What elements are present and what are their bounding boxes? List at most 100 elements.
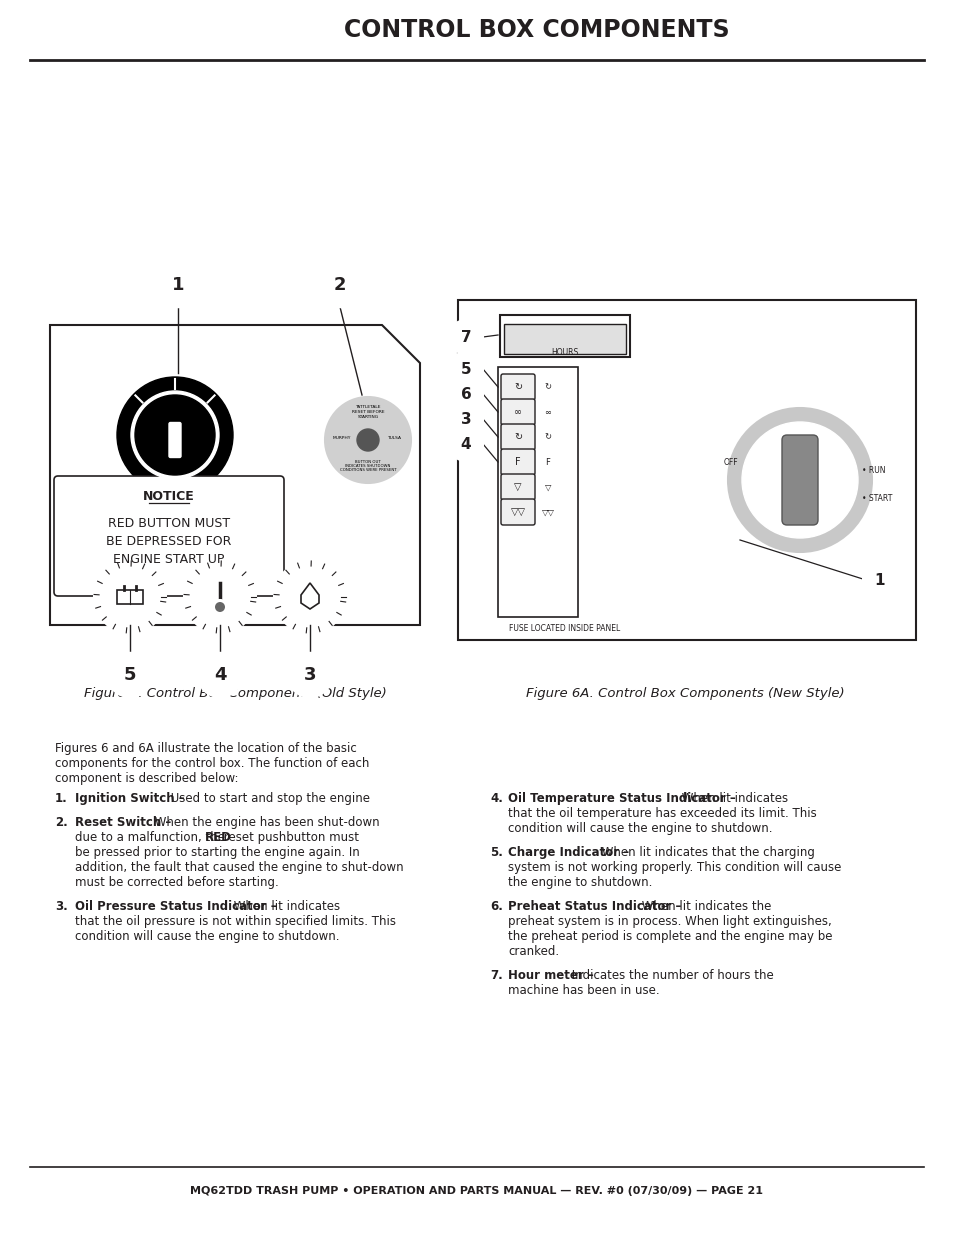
Text: 5.: 5. bbox=[490, 846, 502, 860]
Circle shape bbox=[449, 320, 482, 354]
Circle shape bbox=[131, 391, 219, 479]
Text: ▽▽: ▽▽ bbox=[510, 508, 525, 517]
Text: ↻: ↻ bbox=[544, 383, 551, 391]
Text: When the engine has been shut-down: When the engine has been shut-down bbox=[151, 816, 379, 829]
Circle shape bbox=[184, 561, 255, 634]
Circle shape bbox=[449, 427, 482, 461]
Circle shape bbox=[198, 653, 242, 697]
Text: component is described below:: component is described below: bbox=[55, 772, 238, 785]
Text: 1: 1 bbox=[172, 275, 184, 294]
Text: Indicates the number of hours the: Indicates the number of hours the bbox=[567, 969, 773, 982]
FancyBboxPatch shape bbox=[497, 367, 578, 618]
Text: the preheat period is complete and the engine may be: the preheat period is complete and the e… bbox=[507, 930, 832, 944]
Text: BUTTON OUT
INDICATES SHUTDOWN
CONDITIONS WERE PRESENT: BUTTON OUT INDICATES SHUTDOWN CONDITIONS… bbox=[339, 459, 395, 472]
Text: cranked.: cranked. bbox=[507, 945, 558, 958]
Circle shape bbox=[449, 377, 482, 411]
FancyBboxPatch shape bbox=[503, 324, 625, 354]
Text: Oil Pressure Status Indicator –: Oil Pressure Status Indicator – bbox=[75, 900, 276, 913]
FancyBboxPatch shape bbox=[500, 499, 535, 525]
Text: Ignition Switch –: Ignition Switch – bbox=[75, 792, 185, 805]
Text: Figures 6 and 6A illustrate the location of the basic: Figures 6 and 6A illustrate the location… bbox=[55, 742, 356, 755]
FancyBboxPatch shape bbox=[499, 315, 629, 357]
Text: 7.: 7. bbox=[490, 969, 502, 982]
Text: F: F bbox=[515, 457, 520, 467]
FancyBboxPatch shape bbox=[54, 475, 284, 597]
FancyBboxPatch shape bbox=[169, 422, 181, 457]
Text: RED BUTTON MUST
BE DEPRESSED FOR
ENGINE START UP: RED BUTTON MUST BE DEPRESSED FOR ENGINE … bbox=[106, 516, 232, 566]
Circle shape bbox=[449, 352, 482, 387]
Text: ▽: ▽ bbox=[514, 482, 521, 492]
Text: 6: 6 bbox=[460, 387, 471, 401]
Circle shape bbox=[281, 568, 338, 626]
Text: 1: 1 bbox=[874, 573, 884, 588]
Text: • START: • START bbox=[862, 494, 891, 503]
Circle shape bbox=[317, 263, 361, 308]
Text: ∞: ∞ bbox=[514, 408, 521, 417]
Text: RED: RED bbox=[205, 831, 232, 844]
Circle shape bbox=[449, 403, 482, 436]
Text: • RUN: • RUN bbox=[862, 466, 884, 474]
Text: be pressed prior to starting the engine again. In: be pressed prior to starting the engine … bbox=[75, 846, 359, 860]
Circle shape bbox=[214, 601, 225, 613]
Text: components for the control box. The function of each: components for the control box. The func… bbox=[55, 757, 369, 769]
Text: 4.: 4. bbox=[490, 792, 502, 805]
Text: When lit indicates that the charging: When lit indicates that the charging bbox=[598, 846, 814, 860]
FancyBboxPatch shape bbox=[457, 300, 915, 640]
Text: due to a malfunction, the: due to a malfunction, the bbox=[75, 831, 229, 844]
FancyBboxPatch shape bbox=[500, 474, 535, 500]
Text: Hour meter –: Hour meter – bbox=[507, 969, 593, 982]
Text: FUSE LOCATED INSIDE PANEL: FUSE LOCATED INSIDE PANEL bbox=[509, 624, 620, 632]
Text: Preheat Status Indicator –: Preheat Status Indicator – bbox=[507, 900, 680, 913]
Circle shape bbox=[213, 600, 227, 614]
Text: 3: 3 bbox=[303, 666, 315, 684]
Text: ↻: ↻ bbox=[514, 382, 521, 391]
Circle shape bbox=[727, 408, 871, 552]
Text: NOTICE: NOTICE bbox=[143, 489, 194, 503]
Text: MQ62TDD TRASH PUMP • OPERATION AND PARTS MANUAL — REV. #0 (07/30/09) — PAGE 21: MQ62TDD TRASH PUMP • OPERATION AND PARTS… bbox=[191, 1186, 762, 1195]
FancyBboxPatch shape bbox=[500, 399, 535, 425]
Text: 3.: 3. bbox=[55, 900, 68, 913]
Circle shape bbox=[117, 377, 233, 493]
FancyBboxPatch shape bbox=[500, 450, 535, 475]
Circle shape bbox=[274, 561, 346, 634]
Text: 4: 4 bbox=[460, 436, 471, 452]
Text: CONTROL BOX COMPONENTS: CONTROL BOX COMPONENTS bbox=[344, 19, 729, 42]
Text: system is not working properly. This condition will cause: system is not working properly. This con… bbox=[507, 861, 841, 874]
Text: Used to start and stop the engine: Used to start and stop the engine bbox=[167, 792, 370, 805]
Text: 3: 3 bbox=[460, 411, 471, 426]
Text: ▽▽: ▽▽ bbox=[541, 508, 554, 516]
Text: condition will cause the engine to shutdown.: condition will cause the engine to shutd… bbox=[507, 823, 772, 835]
Polygon shape bbox=[50, 325, 419, 625]
FancyBboxPatch shape bbox=[117, 590, 143, 604]
Circle shape bbox=[94, 561, 166, 634]
Text: 7: 7 bbox=[460, 330, 471, 345]
Text: When lit indicates the: When lit indicates the bbox=[638, 900, 771, 913]
Text: OFF: OFF bbox=[722, 457, 738, 467]
Circle shape bbox=[108, 653, 152, 697]
Text: 1.: 1. bbox=[55, 792, 68, 805]
Circle shape bbox=[191, 568, 249, 626]
Text: Reset Switch –: Reset Switch – bbox=[75, 816, 172, 829]
Text: ↻: ↻ bbox=[544, 432, 551, 441]
Text: HOURS: HOURS bbox=[551, 347, 578, 357]
Circle shape bbox=[862, 563, 896, 597]
Text: TULSA: TULSA bbox=[387, 436, 400, 440]
Text: Charge Indicator –: Charge Indicator – bbox=[507, 846, 628, 860]
Text: ▽: ▽ bbox=[544, 483, 551, 492]
Text: that the oil pressure is not within specified limits. This: that the oil pressure is not within spec… bbox=[75, 915, 395, 927]
Text: Figure 6. Control Box Components (Old Style): Figure 6. Control Box Components (Old St… bbox=[84, 687, 386, 699]
Text: machine has been in use.: machine has been in use. bbox=[507, 984, 659, 997]
Polygon shape bbox=[301, 583, 318, 609]
Text: condition will cause the engine to shutdown.: condition will cause the engine to shutd… bbox=[75, 930, 339, 944]
Text: reset pushbutton must: reset pushbutton must bbox=[220, 831, 358, 844]
Text: ↻: ↻ bbox=[514, 432, 521, 442]
Text: ∞: ∞ bbox=[544, 408, 551, 416]
FancyBboxPatch shape bbox=[500, 374, 535, 400]
Circle shape bbox=[325, 396, 411, 483]
Text: 2.: 2. bbox=[55, 816, 68, 829]
Circle shape bbox=[356, 429, 378, 451]
Text: that the oil temperature has exceeded its limit. This: that the oil temperature has exceeded it… bbox=[507, 806, 816, 820]
Text: addition, the fault that caused the engine to shut-down: addition, the fault that caused the engi… bbox=[75, 861, 403, 874]
Text: the engine to shutdown.: the engine to shutdown. bbox=[507, 876, 652, 889]
Text: When lit indicates: When lit indicates bbox=[678, 792, 787, 805]
